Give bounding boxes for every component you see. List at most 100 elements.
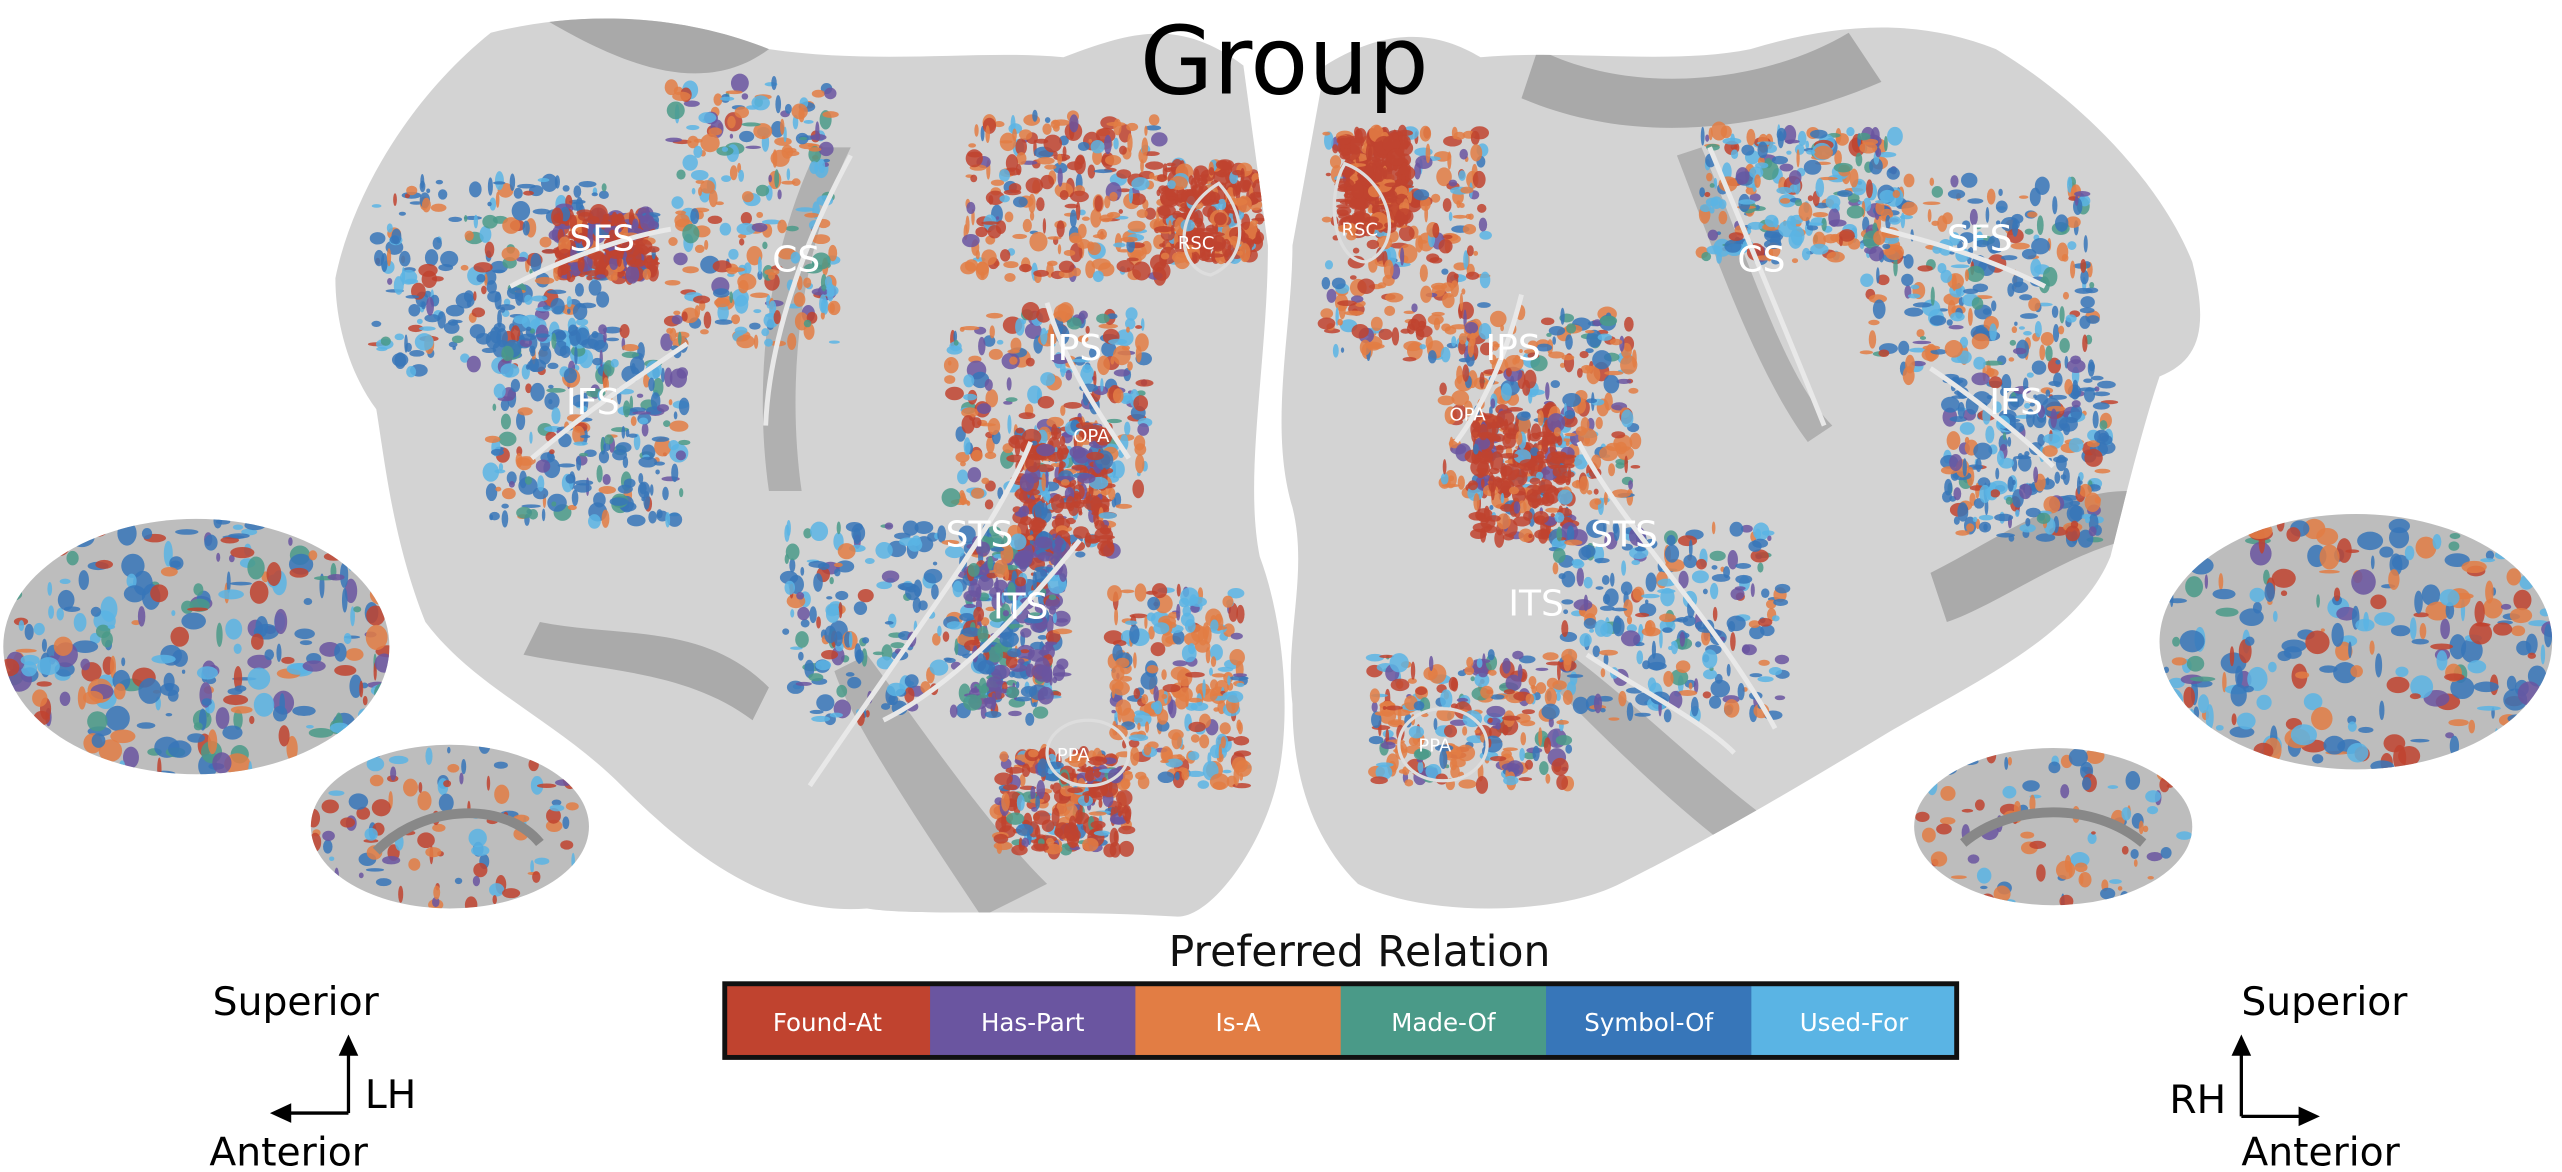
relation-patch	[1154, 594, 1173, 614]
relation-patch	[1903, 173, 1915, 188]
relation-patch	[818, 141, 834, 157]
relation-patch	[1364, 164, 1374, 178]
relation-patch	[1091, 511, 1098, 516]
relation-patch	[1140, 159, 1144, 173]
relation-patch	[567, 308, 571, 314]
relation-patch	[1239, 243, 1251, 263]
relation-patch	[963, 374, 975, 388]
relation-patch	[736, 222, 756, 236]
relation-patch	[1344, 188, 1349, 206]
relation-patch	[1922, 201, 1941, 206]
relation-patch	[1573, 599, 1593, 611]
relation-patch	[1907, 293, 1921, 299]
relation-patch	[1610, 572, 1615, 587]
relation-patch	[811, 234, 831, 245]
relation-patch	[1094, 527, 1114, 543]
relation-patch	[1566, 525, 1575, 543]
relation-patch	[1371, 205, 1378, 214]
relation-patch	[1419, 344, 1427, 350]
relation-patch	[535, 324, 549, 342]
relation-patch	[532, 487, 549, 500]
relation-patch	[1586, 519, 1606, 538]
relation-patch	[486, 280, 497, 294]
relation-patch	[1623, 599, 1633, 618]
relation-patch	[1103, 134, 1112, 155]
relation-patch	[506, 471, 517, 485]
relation-patch	[1529, 477, 1541, 485]
relation-patch	[945, 545, 965, 559]
relation-patch	[1039, 588, 1047, 597]
relation-patch	[853, 601, 868, 615]
relation-patch	[803, 119, 814, 124]
relation-patch	[1370, 316, 1383, 331]
relation-patch	[1069, 209, 1077, 228]
relation-patch	[654, 437, 672, 457]
relation-patch	[451, 335, 464, 344]
relation-patch	[1440, 346, 1451, 363]
relation-patch	[1530, 355, 1548, 372]
relation-patch	[1477, 302, 1491, 308]
relation-patch	[1052, 119, 1071, 126]
relation-patch	[981, 221, 1000, 225]
relation-patch	[1352, 247, 1360, 254]
relation-patch	[399, 250, 411, 267]
relation-patch	[1500, 492, 1505, 504]
relation-patch	[785, 225, 799, 232]
relation-patch	[521, 504, 541, 508]
relation-patch	[1077, 335, 1089, 343]
relation-patch	[1188, 643, 1196, 655]
relation-patch	[1519, 348, 1523, 353]
relation-patch	[1037, 758, 1049, 778]
relation-patch	[1990, 489, 2001, 498]
relation-patch	[1236, 604, 1245, 624]
relation-patch	[602, 474, 611, 485]
relation-patch	[487, 201, 492, 207]
relation-patch	[1432, 222, 1440, 239]
relation-patch	[835, 590, 849, 601]
relation-patch	[1126, 326, 1130, 333]
relation-patch	[1774, 654, 1790, 665]
relation-patch	[448, 341, 458, 348]
relation-patch	[2008, 357, 2015, 362]
relation-patch	[1144, 721, 1150, 733]
relation-patch	[1150, 642, 1166, 657]
relation-patch	[1048, 323, 1053, 336]
relation-patch	[1940, 269, 1953, 283]
relation-patch	[1560, 454, 1575, 465]
relation-patch	[1025, 663, 1035, 678]
relation-patch	[514, 287, 524, 306]
relation-patch	[1112, 345, 1131, 366]
relation-patch	[1157, 771, 1175, 784]
relation-patch	[406, 366, 417, 378]
relation-patch	[1978, 514, 1994, 521]
relation-patch	[1556, 526, 1563, 542]
relation-patch	[1426, 253, 1440, 263]
relation-patch	[1103, 524, 1109, 532]
relation-patch	[1017, 658, 1025, 665]
relation-patch	[1077, 473, 1096, 484]
relation-patch	[1127, 361, 1133, 371]
relation-patch	[2059, 337, 2070, 353]
relation-patch	[753, 334, 759, 349]
relation-patch	[1140, 318, 1145, 331]
relation-patch	[1989, 323, 1997, 341]
relation-patch	[999, 132, 1017, 152]
relation-patch	[1084, 792, 1090, 804]
relation-patch	[513, 187, 523, 199]
relation-patch	[1600, 622, 1614, 637]
relation-patch	[2019, 294, 2033, 301]
relation-patch	[820, 274, 827, 292]
relation-patch	[1351, 183, 1364, 199]
relation-patch	[800, 566, 805, 576]
relation-patch	[1506, 407, 1524, 412]
relation-patch	[1949, 453, 1963, 472]
relation-patch	[872, 651, 884, 656]
relation-patch	[1092, 270, 1104, 283]
relation-patch	[1531, 423, 1541, 440]
relation-patch	[1586, 398, 1598, 404]
relation-patch	[1008, 671, 1016, 678]
relation-patch	[2005, 496, 2013, 505]
relation-patch	[498, 431, 517, 447]
relation-patch	[1557, 489, 1573, 505]
relation-patch	[1631, 559, 1641, 566]
